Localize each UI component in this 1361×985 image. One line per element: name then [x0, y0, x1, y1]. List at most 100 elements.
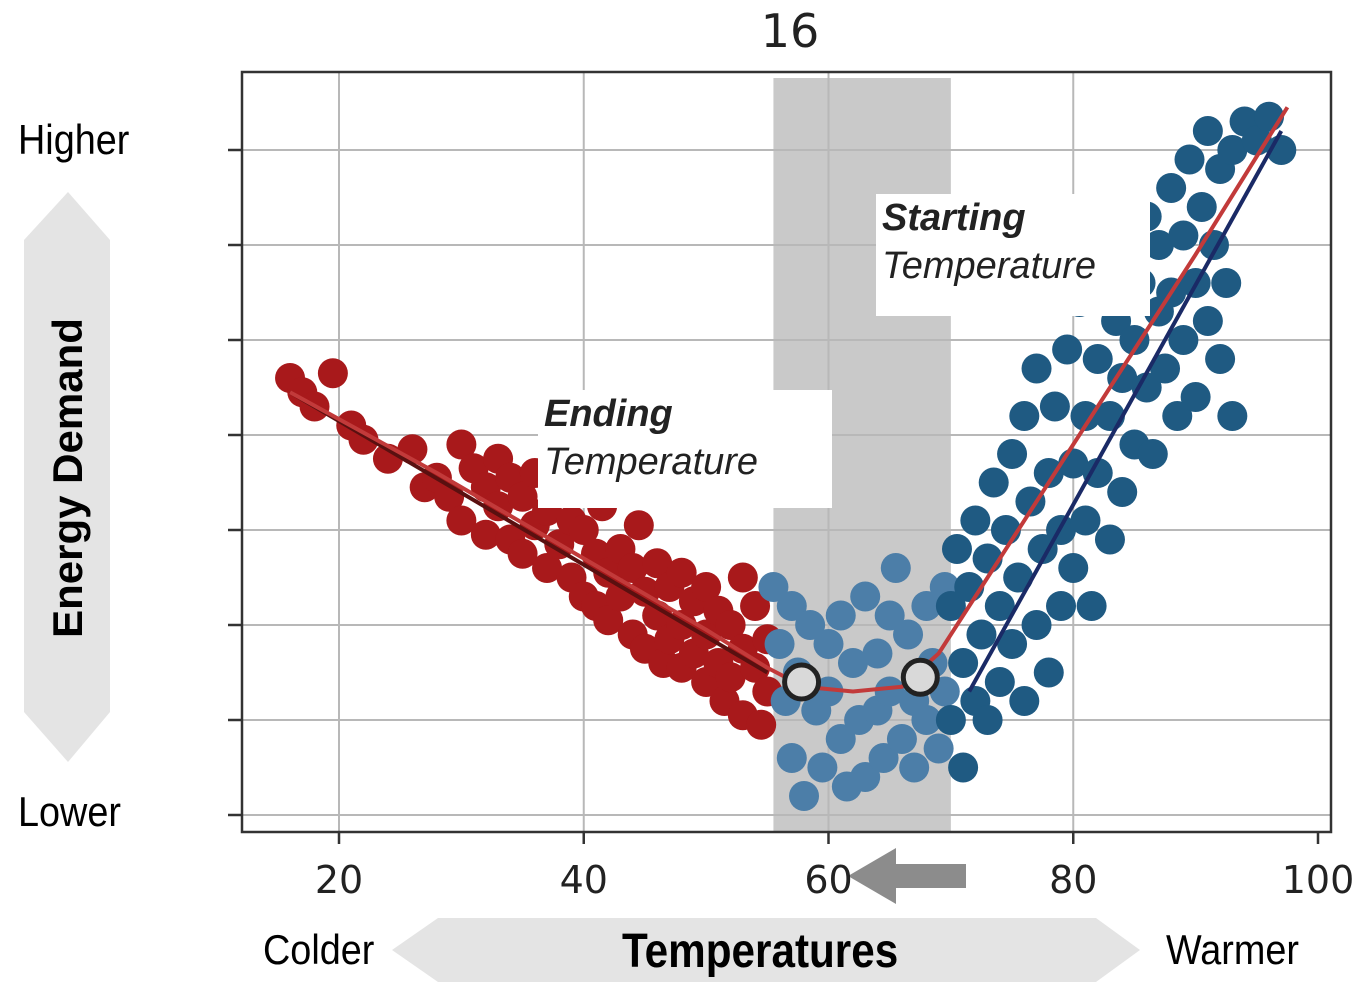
x-warm-label: Warmer [1166, 926, 1299, 973]
data-point [715, 610, 746, 640]
data-point [1107, 363, 1138, 393]
fit-lines-layer [289, 106, 1290, 694]
data-point [740, 591, 771, 621]
data-point [911, 705, 942, 735]
data-point [948, 752, 979, 783]
data-point [1119, 325, 1150, 355]
data-point [1058, 553, 1089, 583]
x-tick-label: 60 [804, 858, 853, 902]
starting-note-bold: Starting [882, 197, 1026, 239]
data-point [776, 591, 807, 621]
fit-line [289, 106, 1290, 694]
data-point [1015, 486, 1046, 517]
chart-title: 16 [760, 4, 820, 58]
data-point [666, 557, 697, 588]
data-point [984, 591, 1015, 621]
data-point [1070, 401, 1101, 431]
data-point [997, 629, 1028, 659]
data-point [874, 600, 905, 631]
data-point [1131, 372, 1162, 403]
data-point [532, 553, 563, 583]
data-point [923, 733, 954, 764]
data-point [1021, 353, 1052, 384]
ending-note-bold: Ending [544, 393, 673, 435]
data-point [868, 743, 899, 773]
data-point [935, 705, 966, 735]
y-low-label: Lower [18, 788, 121, 835]
data-point [1107, 477, 1138, 507]
data-point [978, 467, 1009, 498]
data-point [1137, 439, 1168, 469]
change-point-marker [782, 662, 822, 702]
data-point [568, 515, 599, 545]
data-point [837, 648, 868, 678]
data-point [984, 667, 1015, 697]
data-point [764, 629, 795, 659]
data-point [825, 724, 856, 754]
data-point [617, 553, 648, 583]
y-axis-double-arrow [24, 192, 110, 762]
x-cold-label: Colder [263, 926, 375, 973]
data-point [1143, 230, 1174, 260]
y-axis-title: Energy Demand [44, 318, 91, 638]
data-point [1150, 353, 1181, 384]
data-point [446, 429, 477, 460]
data-point [972, 705, 1003, 735]
change-point-marker [900, 657, 940, 697]
data-point [1211, 268, 1242, 298]
data-point [807, 752, 838, 783]
data-point [1094, 524, 1125, 555]
starting-note-text: Temperature [882, 245, 1097, 287]
data-point [850, 581, 881, 612]
data-point [623, 510, 654, 541]
data-point [642, 548, 673, 579]
points-layer [275, 101, 1297, 811]
data-point [948, 648, 979, 678]
starting-temperature-note: Starting Temperature [876, 194, 1150, 316]
data-point [1192, 306, 1223, 336]
data-point [507, 481, 538, 512]
data-point [1162, 401, 1193, 431]
data-point [1217, 401, 1248, 431]
data-point [1009, 401, 1040, 431]
data-point [1205, 344, 1236, 374]
data-point [446, 505, 477, 536]
fit-line [289, 390, 769, 675]
data-point [1033, 657, 1064, 688]
x-tick-label: 40 [559, 858, 608, 902]
y-high-label: Higher [18, 116, 130, 163]
change-points-layer [782, 657, 940, 702]
data-point [1070, 505, 1101, 536]
ending-temperature-note: Ending Temperature [538, 390, 832, 508]
data-point [727, 562, 758, 593]
data-point [1033, 458, 1064, 488]
data-point [1217, 135, 1248, 165]
data-point [813, 676, 844, 707]
data-point [850, 762, 881, 792]
data-point [960, 505, 991, 536]
data-point [1174, 144, 1205, 175]
data-point [1027, 534, 1058, 564]
data-point [317, 358, 348, 389]
data-point [941, 534, 972, 564]
data-point [880, 553, 911, 583]
data-point [470, 519, 501, 550]
data-point [1052, 334, 1083, 365]
data-point [1186, 192, 1217, 222]
data-point [1003, 562, 1034, 593]
fit-line [967, 130, 1284, 693]
data-point [1009, 686, 1040, 716]
data-point [1156, 173, 1187, 203]
data-point [997, 439, 1028, 469]
plot-frame [240, 70, 1333, 834]
data-point [886, 724, 917, 754]
data-point [1168, 325, 1199, 355]
x-tick-label: 20 [314, 858, 364, 902]
x-tick-label: 100 [1281, 858, 1355, 902]
data-point [862, 638, 893, 669]
data-point [813, 629, 844, 659]
left-arrow-icon [848, 848, 966, 904]
data-point [1192, 116, 1223, 146]
data-point [746, 709, 777, 740]
data-point [899, 752, 930, 783]
